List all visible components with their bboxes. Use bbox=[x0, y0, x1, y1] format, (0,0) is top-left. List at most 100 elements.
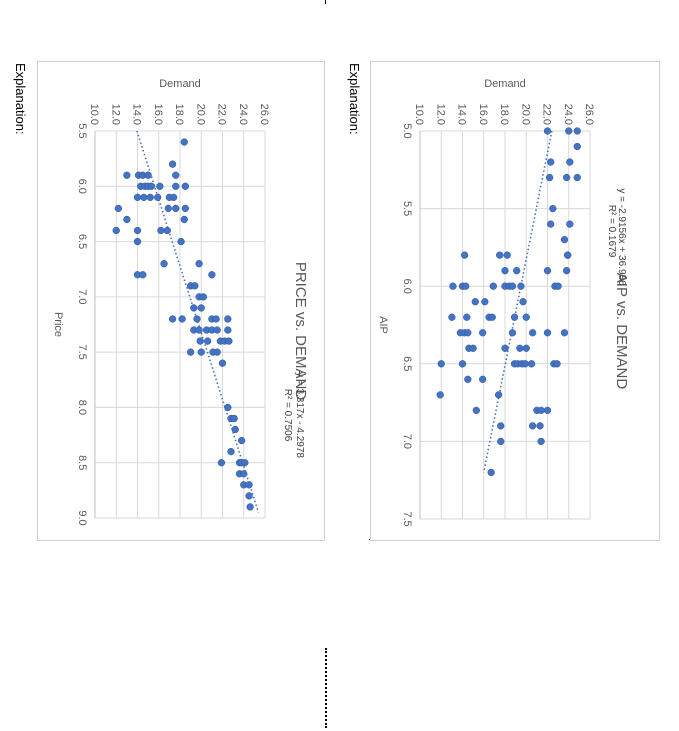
data-point bbox=[449, 282, 457, 290]
data-point bbox=[501, 267, 509, 275]
x-tick-label: 9.0 bbox=[76, 510, 88, 525]
x-tick-label: 5.0 bbox=[401, 123, 413, 138]
data-point bbox=[218, 359, 227, 367]
data-point bbox=[178, 315, 186, 323]
data-point bbox=[516, 344, 524, 352]
data-point bbox=[133, 237, 142, 246]
data-point bbox=[522, 313, 530, 321]
trendline-equation-label: y = 3.317x - 4.2978 bbox=[294, 372, 305, 458]
data-point bbox=[224, 403, 232, 412]
data-point bbox=[190, 304, 198, 312]
data-point bbox=[208, 271, 216, 279]
x-tick-label: 7.0 bbox=[76, 289, 88, 304]
dotted-divider bbox=[325, 648, 327, 728]
data-point bbox=[479, 375, 487, 383]
data-point bbox=[494, 391, 503, 399]
data-point bbox=[123, 215, 131, 224]
y-tick-label: 10.0 bbox=[413, 104, 425, 125]
data-point bbox=[448, 313, 456, 321]
data-point bbox=[573, 173, 581, 182]
data-point bbox=[123, 171, 131, 179]
data-point bbox=[528, 329, 537, 337]
data-point bbox=[245, 492, 253, 500]
trendline bbox=[482, 130, 553, 473]
data-point bbox=[180, 215, 188, 224]
data-point bbox=[573, 142, 581, 151]
y-tick-label: 10.0 bbox=[88, 104, 100, 125]
data-point bbox=[565, 127, 573, 135]
data-point bbox=[224, 326, 232, 334]
data-point bbox=[195, 260, 203, 268]
data-point bbox=[181, 182, 189, 190]
data-point bbox=[180, 138, 188, 146]
data-point bbox=[487, 468, 495, 477]
y-tick-label: 22.0 bbox=[216, 104, 228, 125]
data-point bbox=[186, 348, 195, 356]
data-point bbox=[193, 315, 201, 323]
data-point bbox=[537, 437, 545, 446]
data-point bbox=[547, 220, 555, 228]
data-point bbox=[519, 298, 527, 306]
data-point bbox=[172, 182, 180, 190]
data-point bbox=[436, 391, 444, 399]
x-tick-label: 6.5 bbox=[401, 356, 413, 371]
data-point bbox=[437, 360, 445, 368]
data-point bbox=[547, 158, 555, 166]
x-axis-label: AIP bbox=[377, 316, 389, 334]
x-tick-label: 7.5 bbox=[401, 511, 413, 526]
data-point bbox=[157, 226, 165, 235]
data-point bbox=[195, 326, 203, 334]
data-point bbox=[164, 204, 172, 213]
data-point bbox=[566, 220, 574, 228]
data-point bbox=[147, 182, 155, 190]
price-demand-chart-panel: 10.0 12.0 14.0 16.0 18.0 20.0 22.0 24.0 26.0 5.5 6… bbox=[37, 61, 325, 541]
data-point bbox=[460, 251, 469, 259]
x-tick-label: 6.0 bbox=[76, 179, 88, 194]
data-point bbox=[213, 348, 221, 356]
data-point bbox=[168, 160, 177, 168]
data-point bbox=[227, 448, 235, 456]
data-point bbox=[191, 282, 199, 290]
data-point bbox=[479, 329, 487, 337]
data-point bbox=[225, 337, 233, 345]
data-point bbox=[464, 329, 472, 337]
price-demand-scatter-chart: 10.0 12.0 14.0 16.0 18.0 20.0 22.0 24.0 26.0 5.5 6… bbox=[52, 78, 309, 526]
x-axis-label: Price bbox=[52, 312, 64, 337]
data-point bbox=[543, 267, 552, 275]
data-point bbox=[240, 470, 248, 478]
data-point bbox=[144, 171, 152, 179]
data-point bbox=[545, 173, 554, 182]
chart-title: PRICE vs. DEMAND bbox=[292, 262, 309, 401]
data-point bbox=[139, 271, 147, 279]
data-point bbox=[481, 298, 489, 306]
data-point bbox=[543, 329, 552, 337]
data-point bbox=[543, 127, 552, 135]
data-point bbox=[114, 204, 123, 213]
y-tick-label: 20.0 bbox=[194, 104, 206, 125]
data-point bbox=[197, 304, 205, 312]
data-point bbox=[566, 158, 574, 166]
data-point bbox=[172, 204, 180, 213]
data-point bbox=[497, 422, 505, 430]
data-point bbox=[497, 437, 505, 446]
data-point bbox=[463, 313, 471, 321]
x-tick-label: 7.0 bbox=[401, 434, 413, 449]
y-tick-label: 16.0 bbox=[477, 104, 489, 125]
data-point bbox=[112, 226, 120, 235]
data-point bbox=[133, 226, 142, 235]
data-point bbox=[562, 173, 571, 182]
data-point bbox=[213, 326, 221, 334]
x-tick-label: 8.0 bbox=[76, 400, 88, 415]
x-tick-label: 6.5 bbox=[76, 234, 88, 249]
data-point bbox=[156, 182, 164, 190]
data-point bbox=[536, 422, 544, 430]
data-point bbox=[501, 344, 509, 352]
data-point bbox=[224, 315, 232, 323]
data-point bbox=[168, 315, 177, 323]
y-tick-label: 18.0 bbox=[498, 104, 510, 125]
y-tick-label: 24.0 bbox=[237, 104, 249, 125]
y-tick-label: 22.0 bbox=[541, 104, 553, 125]
data-point bbox=[528, 422, 537, 430]
data-point bbox=[203, 337, 212, 345]
data-point bbox=[503, 251, 511, 259]
